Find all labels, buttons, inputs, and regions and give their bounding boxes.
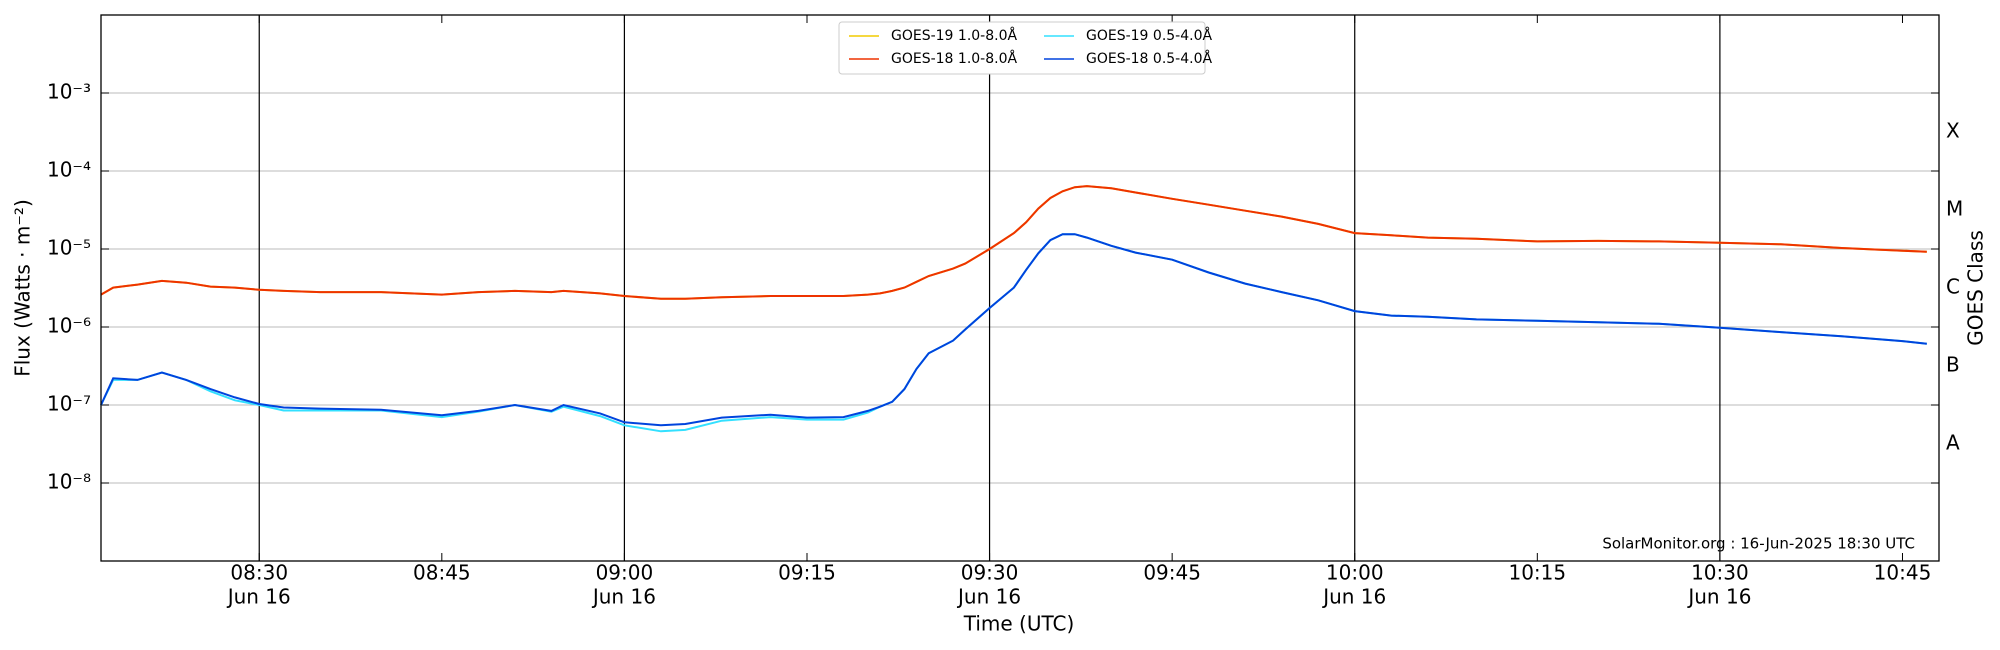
y2-tick-label: C — [1946, 275, 1960, 299]
annotation: SolarMonitor.org : 16-Jun-2025 18:30 UTC — [1602, 535, 1915, 553]
legend-label: GOES-18 0.5-4.0Å — [1086, 50, 1212, 67]
y-tick-label: 10⁻⁷ — [47, 392, 91, 416]
y-tick-label: 10⁻⁸ — [47, 470, 91, 494]
legend: GOES-19 1.0-8.0Å GOES-18 1.0-8.0Å GOES-19 … — [838, 21, 1212, 75]
y2-tick-label: X — [1946, 119, 1960, 143]
y-axis-label: Flux (Watts · m⁻²) — [11, 199, 35, 377]
x-tick-label: 10:45 — [1874, 561, 1932, 585]
series-line — [100, 233, 1927, 427]
x-tick-label: 08:30 — [230, 561, 288, 585]
y-tick-label: 10⁻⁴ — [47, 158, 91, 182]
x-tick-date: Jun 16 — [226, 585, 291, 609]
x-tick-date: Jun 16 — [956, 585, 1021, 609]
y2-tick-label: M — [1946, 197, 1963, 221]
plot-frame — [100, 14, 1940, 562]
x-tick-date: Jun 16 — [1686, 585, 1751, 609]
x-tick-date: Jun 16 — [591, 585, 656, 609]
series-line — [100, 233, 1927, 433]
y-tick-label: 10⁻⁶ — [47, 314, 91, 338]
x-tick-label: 10:30 — [1691, 561, 1749, 585]
x-tick-date: Jun 16 — [1321, 585, 1386, 609]
legend-label: GOES-19 1.0-8.0Å — [891, 27, 1017, 44]
y2-tick-label: B — [1946, 353, 1960, 377]
y-tick-label: 10⁻³ — [47, 80, 91, 104]
series-line — [100, 185, 1927, 300]
x-tick-label: 10:15 — [1508, 561, 1566, 585]
x-axis-label: Time (UTC) — [963, 612, 1075, 636]
x-tick-label: 09:30 — [961, 561, 1019, 585]
y2-axis-label: GOES Class — [1964, 230, 1988, 346]
y2-tick-label: A — [1946, 431, 1960, 455]
legend-box — [838, 21, 1206, 75]
x-tick-label: 09:15 — [778, 561, 836, 585]
legend-label: GOES-19 0.5-4.0Å — [1086, 27, 1212, 44]
y-tick-label: 10⁻⁵ — [47, 236, 91, 260]
x-tick-label: 08:45 — [413, 561, 471, 585]
series-line — [100, 185, 1927, 300]
x-tick-label: 09:00 — [596, 561, 654, 585]
x-tick-label: 09:45 — [1143, 561, 1201, 585]
x-tick-label: 10:00 — [1326, 561, 1384, 585]
legend-label: GOES-18 1.0-8.0Å — [891, 50, 1017, 67]
